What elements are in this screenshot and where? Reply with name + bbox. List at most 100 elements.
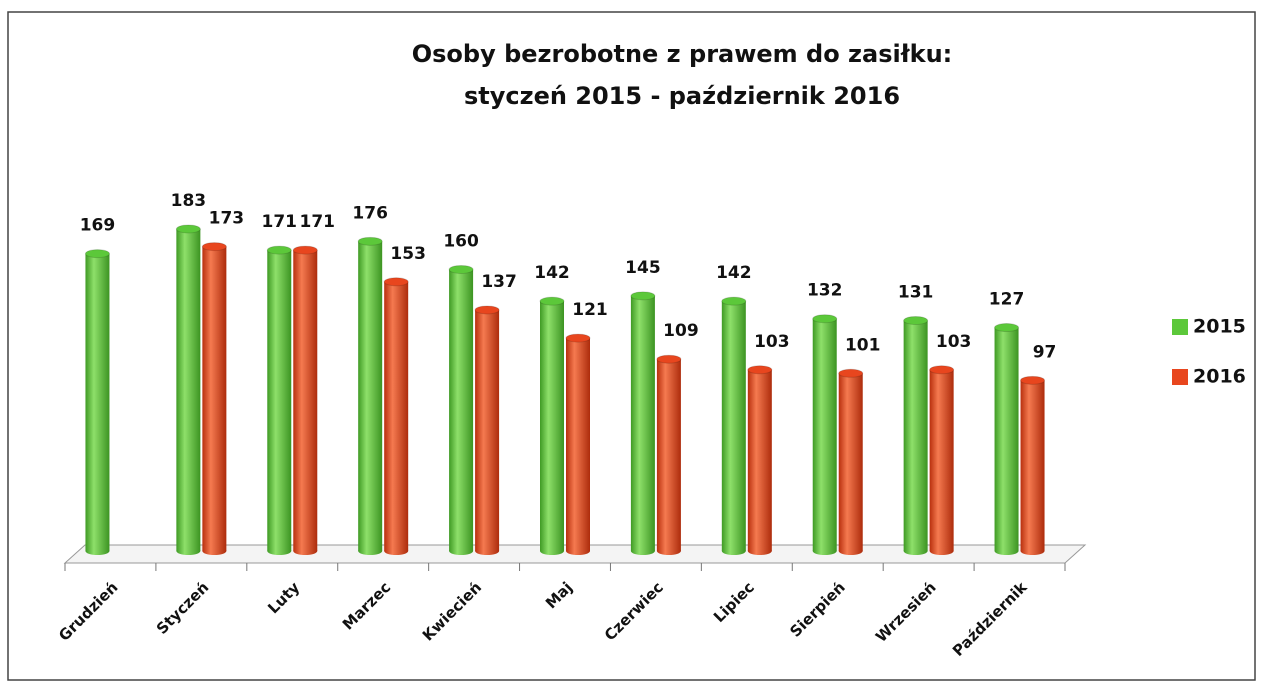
x-tick-label: Czerwiec: [601, 578, 667, 644]
value-label: 169: [80, 216, 116, 236]
bar-base: [202, 547, 227, 555]
value-label: 131: [898, 282, 934, 302]
bar: [812, 318, 837, 551]
bar-top: [357, 236, 383, 246]
bar-top: [84, 249, 110, 259]
value-label: 132: [807, 281, 843, 301]
bar-top: [539, 296, 565, 306]
legend-label: 2016: [1193, 366, 1246, 388]
bar-top: [656, 354, 682, 364]
bar-base: [1020, 547, 1045, 555]
bar-top: [474, 305, 500, 315]
value-label: 137: [481, 272, 517, 292]
value-label: 142: [534, 263, 570, 283]
bar: [202, 246, 227, 551]
value-label: 121: [572, 300, 608, 320]
value-label: 173: [209, 209, 245, 229]
bar-base: [540, 547, 564, 555]
bar: [1020, 380, 1045, 551]
chart-title: Osoby bezrobotne z prawem do zasiłku:: [412, 40, 953, 68]
value-label: 176: [352, 203, 388, 223]
bar: [176, 229, 201, 551]
value-label: 183: [171, 191, 207, 211]
value-label: 101: [845, 335, 881, 355]
bar-base: [838, 547, 863, 555]
bar-base: [721, 547, 746, 555]
bar-top: [929, 365, 955, 375]
bar-top: [201, 242, 227, 252]
bar-base: [929, 547, 954, 555]
bar: [721, 301, 746, 551]
bar-top: [565, 333, 591, 343]
legend-label: 2015: [1193, 316, 1246, 338]
value-label: 103: [936, 332, 972, 352]
bar-base: [358, 547, 383, 555]
bar: [358, 241, 383, 551]
x-tick-label: Sierpień: [786, 578, 848, 640]
bar-top: [630, 291, 656, 301]
bar-top: [747, 365, 773, 375]
value-label: 127: [989, 290, 1025, 310]
x-tick-label: Wrzesień: [872, 578, 940, 646]
bar: [630, 295, 655, 551]
bar-top: [292, 245, 318, 255]
bar: [566, 338, 590, 551]
bar: [994, 327, 1019, 551]
bar: [475, 309, 500, 551]
bar-base: [176, 547, 201, 555]
bar-top: [383, 277, 409, 287]
chart-title: styczeń 2015 - październik 2016: [464, 82, 900, 110]
bar-base: [384, 547, 409, 555]
bar: [656, 359, 681, 551]
x-tick-label: Marzec: [339, 578, 394, 633]
x-tick-label: Maj: [542, 578, 576, 612]
bar: [747, 369, 772, 551]
bar-base: [747, 547, 772, 555]
bar-base: [475, 547, 500, 555]
x-tick-label: Styczeń: [153, 578, 213, 638]
bar-base: [994, 547, 1019, 555]
x-tick-label: Grudzień: [55, 578, 121, 644]
value-label: 97: [1033, 342, 1057, 362]
bar-base: [449, 547, 474, 555]
bar-top: [812, 314, 838, 324]
bar-top: [838, 368, 864, 378]
bar: [903, 320, 928, 551]
bar-base: [566, 547, 590, 555]
bar-base: [267, 547, 292, 555]
bar: [540, 301, 564, 551]
value-label: 142: [716, 263, 752, 283]
bar-base: [630, 547, 655, 555]
value-label: 171: [300, 212, 336, 232]
value-label: 145: [625, 258, 661, 278]
bar-base: [656, 547, 681, 555]
bar-top: [903, 315, 929, 325]
bar: [838, 373, 863, 551]
bar-top: [266, 245, 292, 255]
legend-swatch: [1172, 319, 1188, 335]
bar-base: [903, 547, 928, 555]
value-label: 103: [754, 332, 790, 352]
value-label: 109: [663, 321, 699, 341]
chart-frame: [7, 11, 1256, 681]
x-tick-label: Październik: [949, 578, 1031, 660]
bar-base: [812, 547, 837, 555]
bar: [293, 250, 318, 552]
x-tick-label: Luty: [264, 578, 303, 617]
x-tick-label: Lipiec: [710, 578, 758, 626]
bar-top: [721, 296, 747, 306]
bar-top: [1020, 375, 1046, 385]
bar-base: [85, 547, 110, 555]
bar-top: [994, 323, 1020, 333]
bar-base: [293, 547, 318, 555]
bar: [449, 269, 474, 551]
bar: [929, 369, 954, 551]
legend-swatch: [1172, 369, 1188, 385]
bar-top: [448, 264, 474, 274]
bar-top: [175, 224, 201, 234]
bar: [384, 281, 409, 551]
value-label: 153: [390, 244, 426, 264]
bar: [267, 250, 292, 552]
bar: [85, 253, 110, 551]
